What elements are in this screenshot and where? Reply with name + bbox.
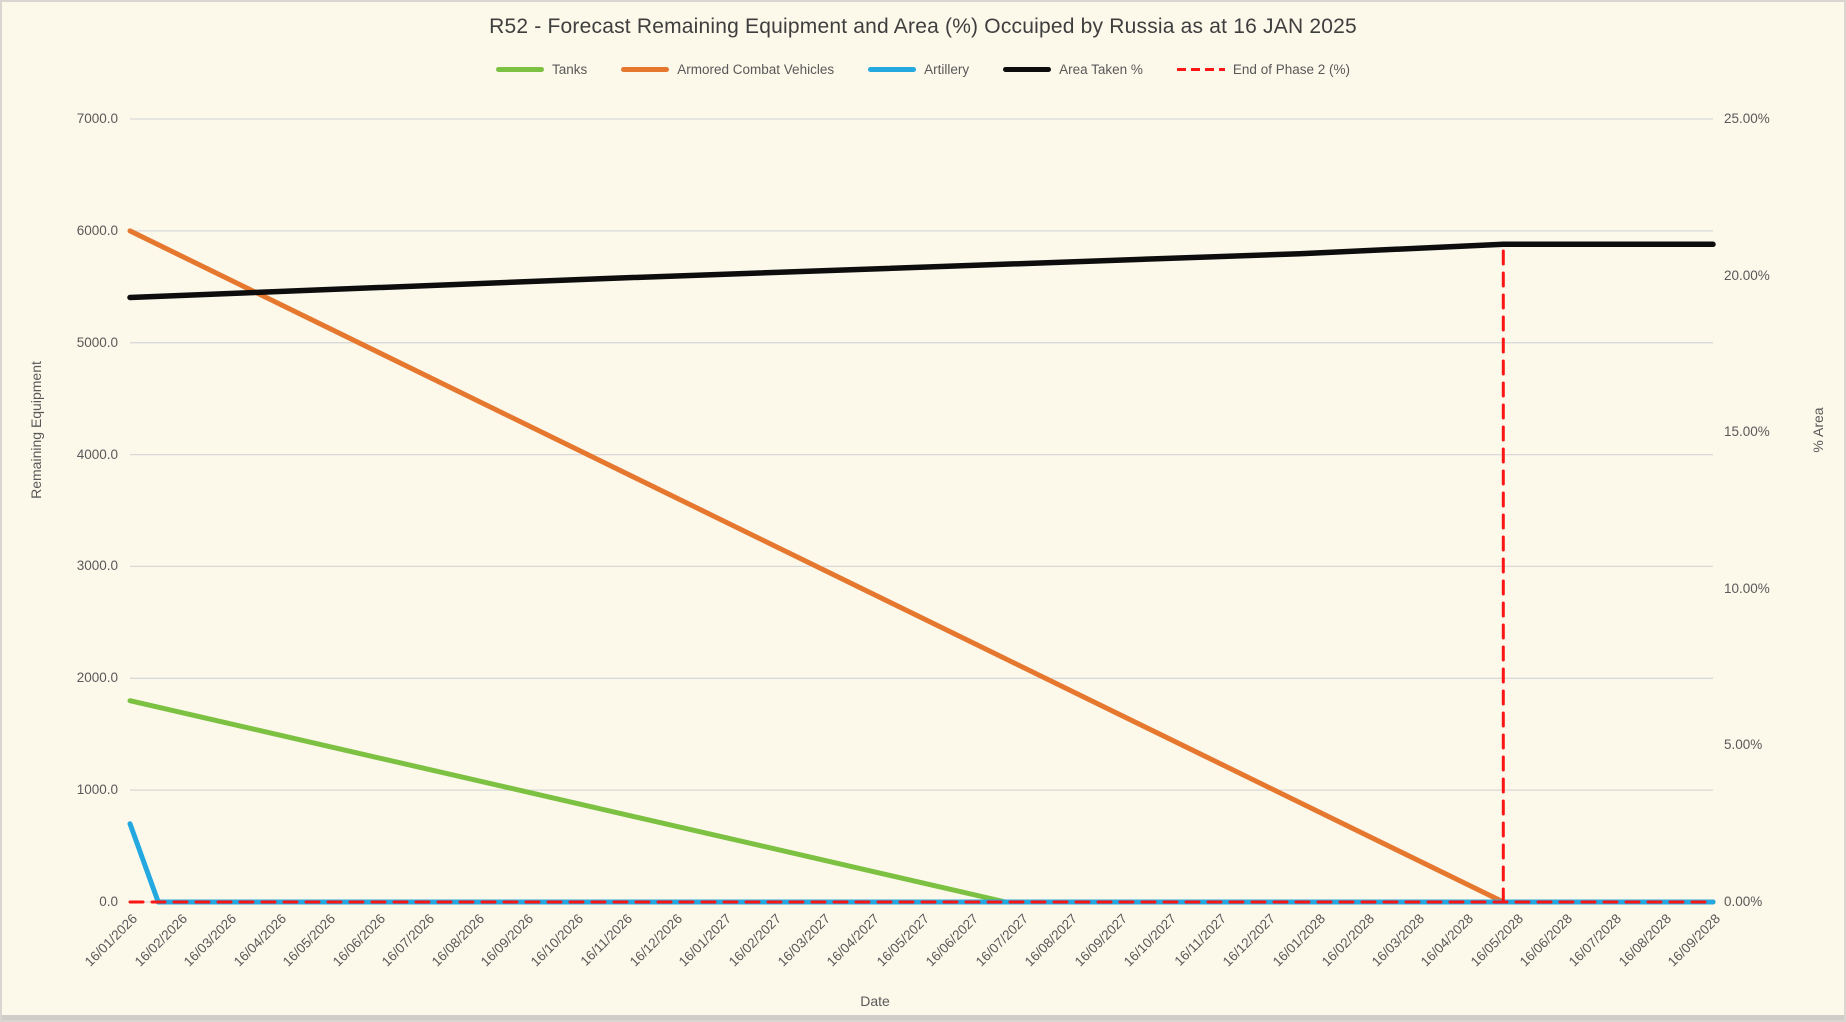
y-axis-left-tick-label: 7000.0 — [76, 111, 118, 126]
x-axis-tick-label-text: 16/12/2026 — [626, 911, 685, 970]
x-axis-tick-label-text: 16/09/2028 — [1665, 911, 1724, 970]
y-axis-left-tick-label: 3000.0 — [76, 558, 118, 574]
x-axis-tick-label-text: 16/01/2026 — [82, 911, 141, 970]
x-axis-tick-label-text: 16/08/2026 — [428, 911, 487, 970]
y-axis-right-tick-label: 25.00% — [1724, 111, 1770, 126]
x-axis-tick-label-text: 16/10/2027 — [1121, 911, 1180, 970]
x-axis-tick-label-text: 16/07/2028 — [1566, 911, 1625, 970]
legend-label: Armored Combat Vehicles — [677, 62, 835, 77]
x-axis-tick-label-text: 16/09/2026 — [477, 911, 537, 970]
x-axis-tick-label-text: 16/08/2027 — [1022, 911, 1081, 970]
legend-item-artillery: Artillery — [868, 62, 969, 77]
legend-item-tanks: Tanks — [495, 62, 588, 77]
legend-item-area-taken: Area Taken % — [1003, 62, 1143, 77]
y-axis-right-tick-label: 20.00% — [1724, 267, 1770, 283]
y-axis-left-tick-label: 0.0 — [99, 894, 118, 909]
x-axis-tick-label-text: 16/01/2027 — [675, 911, 735, 970]
x-axis-tick-label-text: 16/06/2027 — [923, 911, 982, 970]
y-axis-right-tick-label: 10.00% — [1724, 580, 1770, 596]
legend-label: Area Taken % — [1059, 62, 1143, 77]
y-axis-left-title: Remaining Equipment — [28, 361, 44, 499]
x-axis-tick-label-text: 16/08/2028 — [1615, 911, 1675, 970]
x-axis-tick-label-text: 16/09/2027 — [1071, 911, 1130, 970]
chart-title: R52 - Forecast Remaining Equipment and A… — [489, 15, 1357, 38]
x-axis-tick-label-text: 16/06/2026 — [329, 911, 388, 970]
y-axis-left-tick-label: 2000.0 — [76, 670, 118, 686]
x-axis-tick-label-text: 16/12/2027 — [1219, 911, 1279, 970]
x-axis-tick-label-text: 16/05/2028 — [1467, 911, 1526, 970]
y-axis-right-tick-label: 0.00% — [1724, 894, 1763, 909]
legend-key-artillery-icon — [868, 67, 917, 72]
y-axis-left-tick-label: 1000.0 — [76, 782, 118, 798]
x-axis-tick-label-text: 16/11/2026 — [577, 911, 636, 969]
x-axis-tick-label-text: 16/10/2026 — [527, 911, 586, 970]
x-axis-tick-label-text: 16/04/2026 — [230, 911, 290, 970]
legend: Tanks Armored Combat Vehicles Artillery Are… — [0, 62, 1846, 77]
x-axis-tick-label-text: 16/03/2027 — [774, 911, 834, 970]
x-axis-tick-label-text: 16/02/2028 — [1318, 911, 1378, 970]
legend-label: End of Phase 2 (%) — [1232, 62, 1350, 77]
x-axis-tick-label-text: 16/04/2027 — [824, 911, 883, 970]
x-axis-tick-label-text: 16/02/2026 — [131, 911, 191, 970]
x-axis-tick-label-text: 16/02/2027 — [725, 911, 784, 970]
legend-key-end-of-phase-2-icon — [1176, 68, 1225, 71]
series-line-tanks — [127, 698, 1716, 905]
legend-item-armored-combat-vehicles: Armored Combat Vehicles — [621, 62, 834, 77]
x-axis-tick-label-text: 16/05/2027 — [873, 911, 933, 970]
x-axis-tick-label-text: 16/07/2026 — [379, 911, 438, 970]
series-svg — [127, 118, 1716, 905]
x-axis-tick-label-text: 16/05/2026 — [280, 911, 339, 970]
legend-key-armored-combat-vehicles-icon — [621, 67, 670, 72]
y-axis-left-tick-label: 5000.0 — [76, 334, 118, 350]
x-axis-tick-label-text: 16/04/2028 — [1417, 911, 1477, 970]
x-axis-tick-label-text: 16/07/2027 — [972, 911, 1032, 970]
legend-key-area-taken-icon — [1003, 67, 1052, 72]
legend-key-tanks-icon — [495, 67, 544, 72]
x-axis-tick-label-text: 16/01/2028 — [1269, 911, 1328, 970]
y-axis-right-tick-label: 15.00% — [1724, 424, 1770, 440]
x-axis-tick-label-text: 16/03/2028 — [1368, 911, 1427, 970]
series-line-area-taken — [127, 241, 1716, 301]
y-axis-right-tick-label: 5.00% — [1724, 737, 1763, 753]
bottom-edge-strip — [0, 1015, 1846, 1022]
plot-area — [127, 118, 1716, 905]
y-axis-left-tick-label: 6000.0 — [76, 222, 118, 238]
x-axis-tick-label-text: 16/03/2026 — [181, 911, 240, 970]
legend-item-end-of-phase-2: End of Phase 2 (%) — [1176, 62, 1350, 77]
x-axis-title: Date — [860, 993, 890, 1009]
legend-label: Tanks — [551, 62, 588, 77]
y-axis-left-tick-label: 4000.0 — [76, 446, 118, 462]
legend-label: Artillery — [924, 62, 970, 77]
x-axis-tick-label-text: 16/06/2028 — [1516, 911, 1576, 970]
